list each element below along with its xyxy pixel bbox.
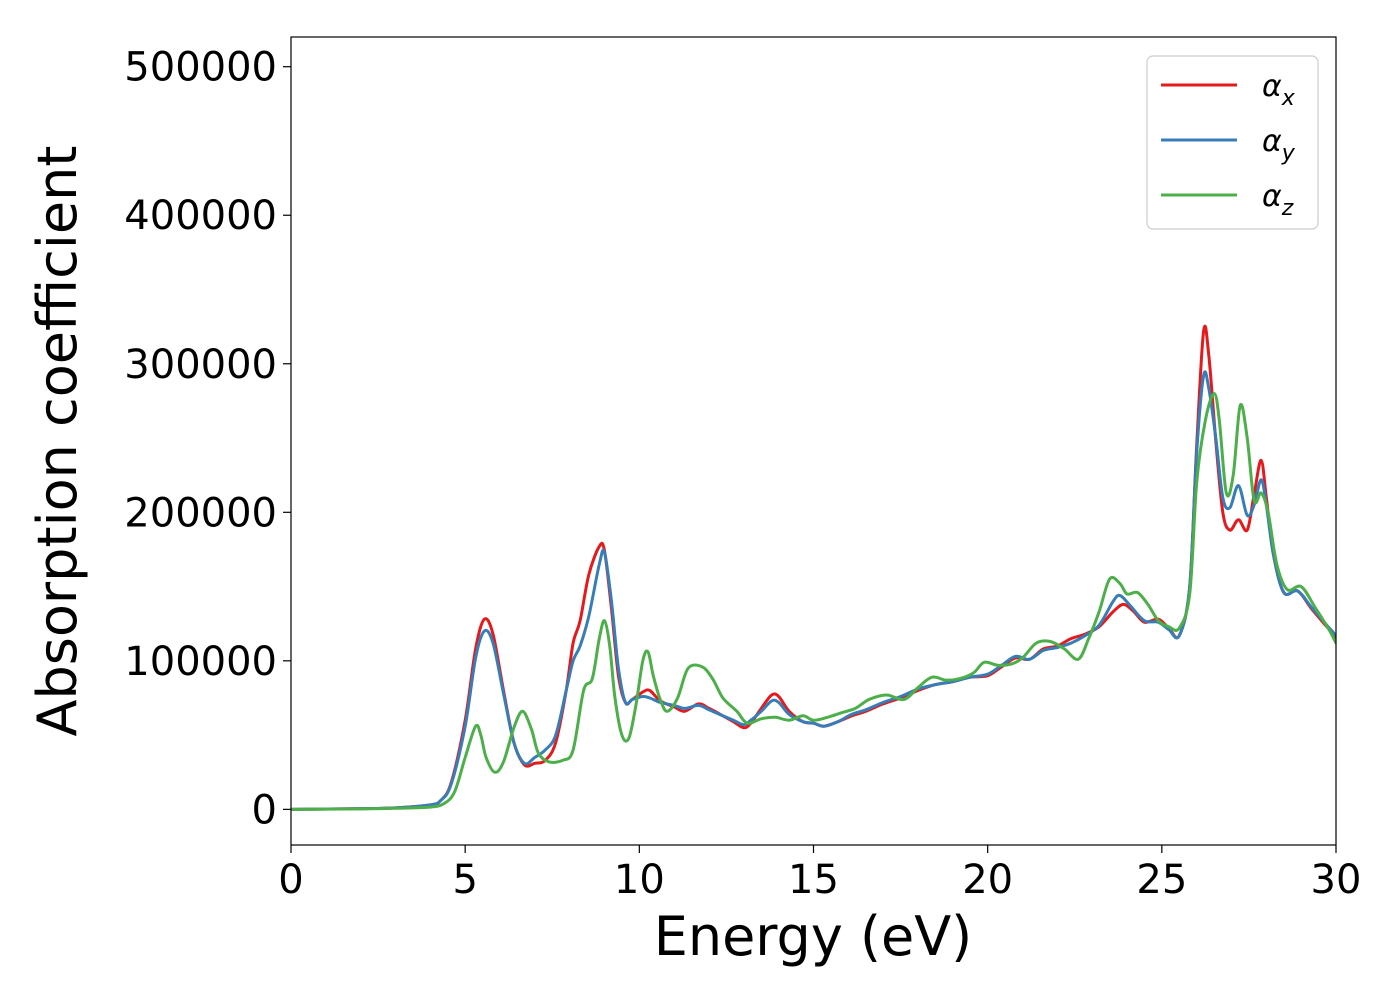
series-line-z [291,392,1336,811]
y-axis-label: Absorption coefficient [26,146,89,737]
x-tick-label: 15 [788,857,839,903]
legend-label-z: αz [1262,179,1294,221]
y-tick-label: 100000 [124,639,277,685]
x-tick-label: 5 [452,857,477,903]
y-tick-label: 500000 [124,45,277,91]
legend-label-y: αy [1262,124,1296,166]
x-tick-label: 30 [1311,857,1362,903]
x-axis-label: Energy (eV) [654,905,973,968]
legend-label-x: αx [1262,69,1296,111]
series-line-y [291,370,1336,811]
axis-ticks: 0 5 10 15 20 25 30 0 100000 200000 300000 400000 500… [124,45,1361,903]
y-tick-label: 400000 [124,193,277,239]
x-tick-label: 10 [614,857,665,903]
legend-box [1146,55,1319,230]
series-line-x [291,324,1336,811]
series-lines [291,324,1336,811]
y-tick-label: 0 [252,787,277,833]
x-tick-label: 20 [962,857,1013,903]
legend: αx αy αz [1146,55,1319,230]
x-tick-label: 25 [1136,857,1187,903]
y-tick-label: 300000 [124,342,277,388]
y-tick-label: 200000 [124,490,277,536]
x-tick-label: 0 [278,857,303,903]
